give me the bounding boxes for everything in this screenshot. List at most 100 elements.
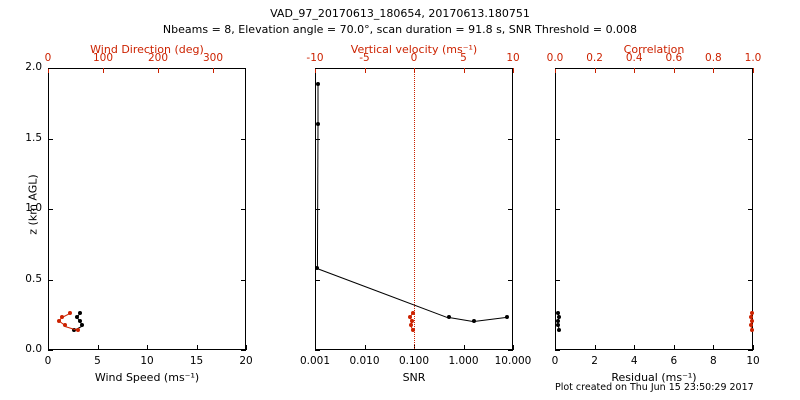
panel1-xticklabel: 10: [140, 355, 154, 367]
panel3-ytick-right: [748, 279, 753, 281]
panel3-data-point: [749, 323, 754, 328]
panel3-xticklabel-top: 0.0: [546, 52, 564, 64]
panel3-data-point: [750, 319, 754, 324]
panel1-data-point: [74, 314, 79, 319]
panel1-ytick: [48, 279, 53, 281]
panel2-data-point: [409, 323, 414, 328]
panel2-xtick-top: [315, 68, 316, 73]
panel3-ytick: [555, 279, 560, 281]
panel2-data-point: [316, 82, 320, 87]
panel3-xtick: [594, 345, 596, 350]
panel3-xtick: [713, 345, 715, 350]
figure-footer: Plot created on Thu Jun 15 23:50:29 2017: [555, 382, 754, 393]
panel3-ytick: [555, 209, 560, 210]
panel1-xtick-top: [213, 68, 214, 73]
panel3-xticklabel: 4: [630, 355, 638, 367]
panel1-yticklabel: 1.0: [25, 202, 42, 214]
panel3-data-point: [556, 310, 561, 315]
panel-residual: [555, 68, 753, 350]
panel3-data-point: [556, 323, 561, 328]
panel2-ytick-right: [508, 279, 513, 281]
panel1-yticklabel: 0.0: [25, 343, 42, 355]
panel1-xtick: [246, 345, 247, 350]
panel3-data-point: [555, 319, 560, 324]
panel2-data-point: [446, 314, 451, 319]
panel2-xtick: [315, 345, 316, 350]
panel2-xtick-top: [364, 68, 366, 73]
panel3-xtick-top: [594, 68, 596, 73]
panel3-ytick-right: [748, 209, 753, 210]
panel3-xticklabel-top: 1.0: [744, 52, 762, 64]
panel2-xtick-top: [463, 68, 465, 73]
panel3-ytick: [555, 350, 560, 351]
panel3-xtick-top: [753, 68, 754, 73]
panel1-yticklabel: 1.5: [25, 131, 42, 144]
panel3-top-axis-label: Correlation: [623, 43, 685, 56]
panel3-xtick: [555, 345, 556, 350]
panel1-xtick: [196, 345, 198, 350]
panel2-ytick-right: [508, 68, 513, 69]
panel1-data-point: [62, 323, 67, 328]
panel1-xticklabel: 0: [44, 355, 52, 367]
panel2-ytick: [315, 68, 320, 69]
panel-wind: [48, 68, 246, 350]
panel2-xticklabel-top: 10: [506, 52, 520, 64]
panel1-ytick: [48, 138, 53, 140]
panel3-xticklabel: 8: [710, 355, 717, 367]
panel3-ytick-right: [748, 350, 753, 351]
panel2-xticklabel: 0.001: [299, 355, 331, 367]
panel1-xtick-top: [158, 68, 159, 73]
panel3-data-point: [750, 327, 754, 332]
panel3-bottom-axis-label: Residual (ms⁻¹): [611, 371, 697, 384]
panel2-xtick: [463, 345, 465, 350]
panel3-xtick-top: [634, 68, 636, 73]
panel1-ytick: [48, 68, 53, 69]
panel1-data-point: [59, 314, 64, 319]
panel3-xticklabel: 2: [591, 355, 598, 367]
panel1-ytick-right: [241, 279, 246, 281]
panel3-xtick: [634, 345, 636, 350]
figure-subtitle: Nbeams = 8, Elevation angle = 70.0°, sca…: [162, 23, 638, 36]
panel2-xticklabel: 10.000: [494, 355, 532, 367]
panel2-data-point: [504, 314, 509, 319]
panel3-xtick: [673, 345, 675, 350]
panel2-xticklabel: 1.000: [448, 355, 479, 367]
panel3-data-point: [556, 314, 561, 319]
panel3-data-point: [750, 310, 754, 315]
panel2-ytick-right: [508, 138, 513, 140]
panel1-ytick: [48, 209, 53, 210]
panel1-bottom-axis-label: Wind Speed (ms⁻¹): [94, 371, 200, 384]
panel1-data-point: [77, 310, 82, 315]
panel1-data-point: [79, 323, 84, 328]
panel3-ytick-right: [748, 138, 753, 140]
panel3-xticklabel-top: 0.8: [705, 52, 722, 64]
panel3-xticklabel: 0: [551, 355, 559, 367]
panel2-xtick-top: [513, 68, 514, 73]
panel1-data-point: [68, 310, 72, 315]
panel3-xtick-top: [713, 68, 715, 73]
panel2-data-point: [471, 319, 476, 324]
panel1-xticklabel-top: 100: [92, 52, 114, 64]
panel3-ytick: [555, 68, 560, 69]
panel2-xticklabel-top: 0: [410, 52, 418, 64]
panel2-xticklabel: 0.010: [349, 355, 380, 367]
panel1-ytick-right: [241, 209, 246, 210]
panel2-series-line: [317, 84, 319, 125]
figure-title: VAD_97_20170613_180654, 20170613.180751: [270, 7, 530, 20]
panel3-data-point: [749, 314, 754, 319]
panel2-xticklabel: 0.100: [398, 355, 430, 367]
panel2-ytick-right: [508, 350, 513, 351]
panel2-data-point: [410, 310, 415, 315]
panel2-xtick: [364, 345, 366, 350]
panel3-xticklabel: 10: [746, 355, 760, 367]
panel1-ytick-right: [241, 68, 246, 69]
panel2-data-point: [315, 265, 320, 270]
panel3-data-point: [556, 327, 561, 332]
panel1-ytick-right: [241, 138, 246, 140]
panel2-xtick: [513, 345, 514, 350]
panel2-data-point: [410, 319, 415, 324]
panel1-xtick: [48, 345, 49, 350]
panel2-xticklabel-top: -10: [306, 52, 324, 64]
panel3-xticklabel-top: 0.4: [625, 52, 643, 64]
